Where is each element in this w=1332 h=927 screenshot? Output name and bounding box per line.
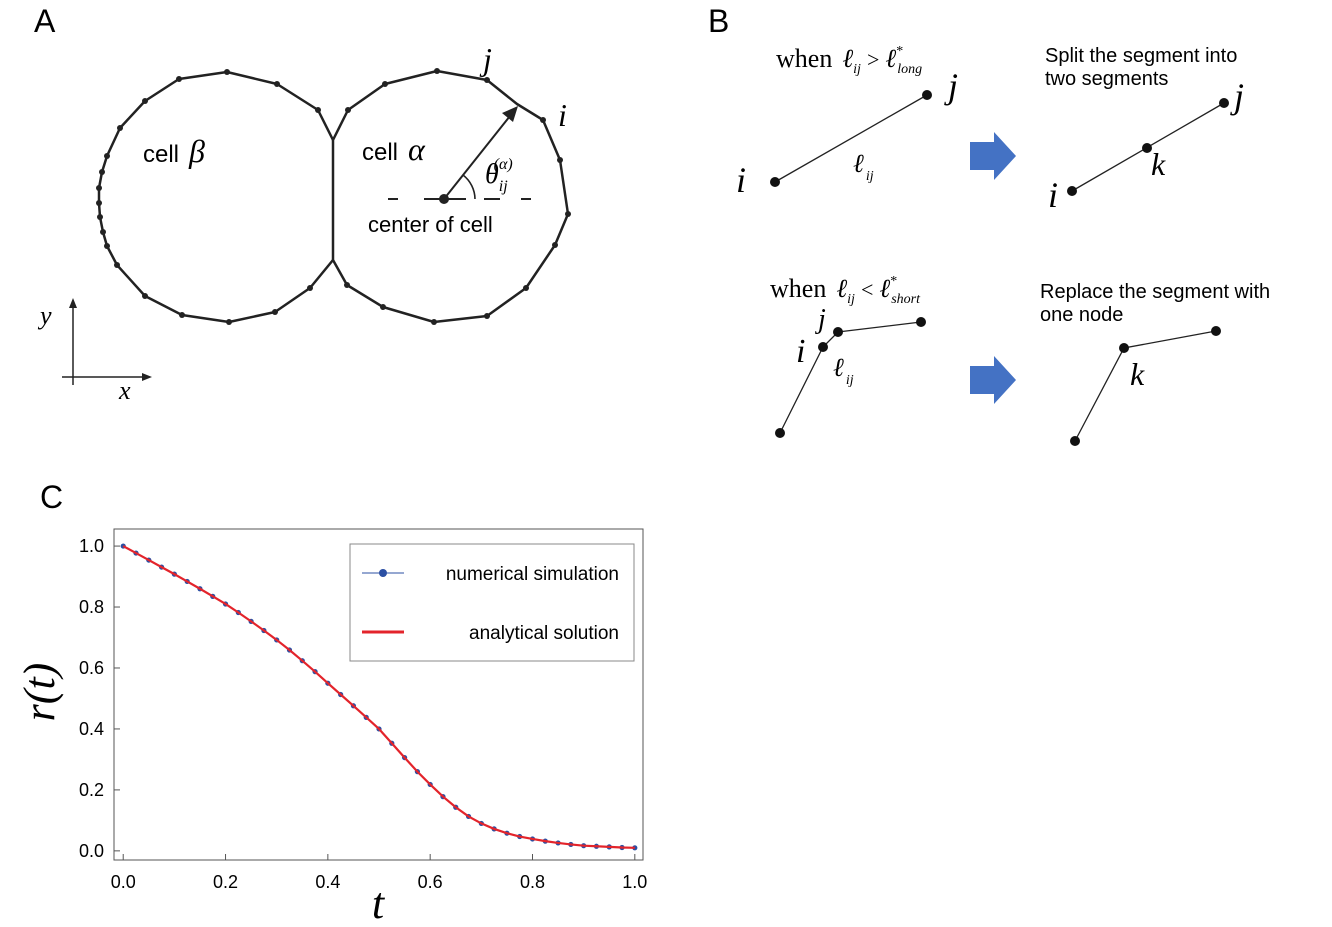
node-label: k (1151, 146, 1166, 182)
length-label: ℓ ij (833, 353, 854, 388)
y-tick-label: 1.0 (79, 536, 104, 556)
series-line (122, 545, 635, 849)
segment (779, 321, 922, 434)
note: Replace the segment with (1040, 281, 1270, 303)
panel-label: A (34, 3, 56, 39)
y-tick-label: 0.4 (79, 719, 104, 739)
x-tick-label: 0.6 (418, 872, 443, 892)
node (916, 317, 926, 327)
node (1067, 186, 1077, 196)
node-label: j (944, 66, 958, 106)
node (1142, 143, 1152, 153)
cell-label: cell β (143, 133, 205, 169)
node (1211, 326, 1221, 336)
legend-swatch (379, 569, 387, 577)
angle-arc (462, 174, 476, 200)
note: Split the segment into (1045, 45, 1237, 67)
x-tick-label: 0.4 (315, 872, 340, 892)
node (770, 177, 780, 187)
angle-label: θij(α) (485, 156, 513, 195)
axis-label: y (37, 301, 52, 330)
arrowhead (142, 373, 152, 381)
y-tick-label: 0.0 (79, 841, 104, 861)
x-tick-label: 0.0 (111, 872, 136, 892)
legend-box (349, 543, 635, 662)
legend-label: numerical simulation (446, 564, 619, 585)
node (775, 428, 785, 438)
x-tick-label: 1.0 (622, 872, 647, 892)
arrowhead (502, 106, 518, 122)
segment (774, 94, 928, 183)
node-label: j (479, 41, 492, 77)
node (922, 90, 932, 100)
cell-alpha-outline (331, 69, 570, 324)
node (1219, 98, 1229, 108)
node-label: k (1130, 356, 1145, 392)
panel-label: B (708, 3, 729, 39)
reference-axis (388, 115, 531, 200)
nodes (96, 68, 571, 325)
node (833, 327, 843, 337)
arrow (970, 132, 1016, 180)
segment (1074, 330, 1217, 442)
arrow (970, 356, 1016, 404)
arrowhead (69, 298, 77, 308)
node (818, 342, 828, 352)
coordinate-axes (62, 304, 146, 385)
node-label: i (558, 97, 567, 133)
x-tick-label: 0.2 (213, 872, 238, 892)
y-tick-label: 0.8 (79, 597, 104, 617)
center-label: center of cell (368, 212, 493, 237)
node-label: i (736, 160, 746, 200)
note: one node (1040, 304, 1123, 326)
node (1119, 343, 1129, 353)
y-axis-label: r(t) (15, 663, 64, 722)
legend-label: analytical solution (469, 623, 619, 644)
rule: when ℓij > ℓ* long (776, 44, 922, 77)
plot-frame (113, 528, 644, 861)
note: two segments (1045, 68, 1168, 90)
panel-label: C (40, 479, 63, 515)
node-label: j (815, 304, 826, 335)
node (1070, 436, 1080, 446)
y-tick-label: 0.6 (79, 658, 104, 678)
axis-label: x (118, 376, 131, 405)
node-label: j (1230, 76, 1244, 116)
y-tick-label: 0.2 (79, 780, 104, 800)
node-label: i (796, 333, 805, 370)
cell-label: cell α (362, 131, 426, 167)
node-label: i (1048, 175, 1058, 215)
rule: when ℓij < ℓ* short (770, 274, 921, 307)
cell-beta-outline (97, 70, 335, 324)
x-tick-label: 0.8 (520, 872, 545, 892)
length-label: ℓ ij (853, 149, 874, 184)
x-axis-label: t (372, 879, 386, 927)
